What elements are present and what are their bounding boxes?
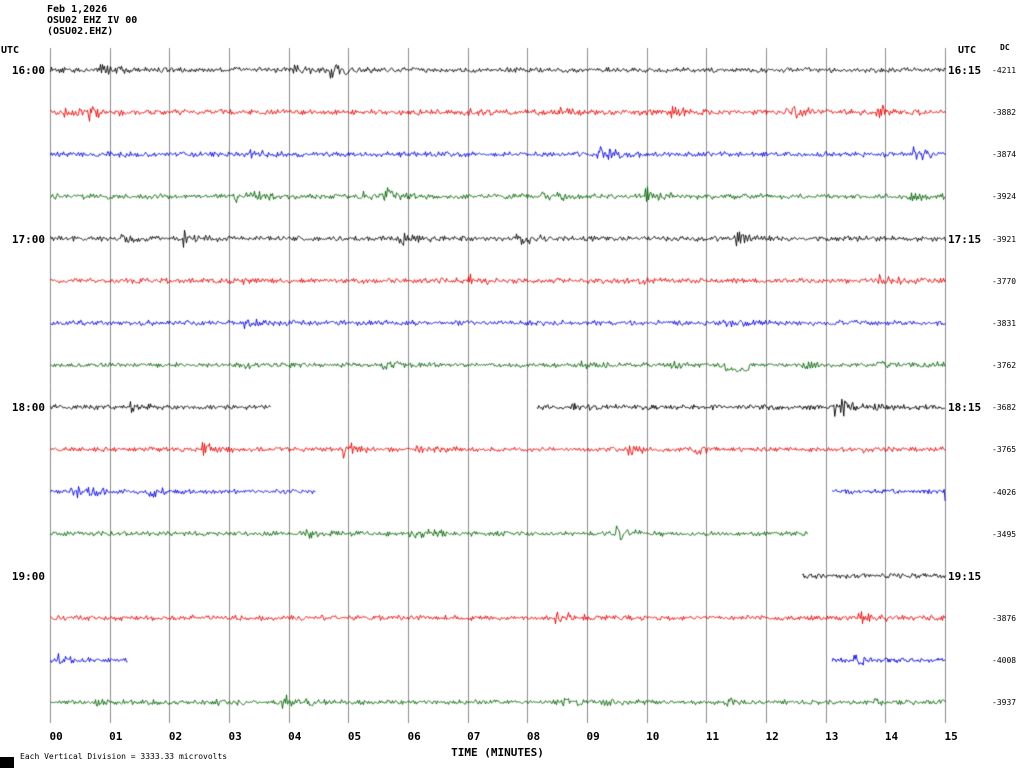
row-time-right: 18:15 xyxy=(948,401,982,415)
row-dc-value: -4211 xyxy=(992,66,1017,75)
row-time-left: 18:00 xyxy=(11,401,45,415)
x-tick-label: 04 xyxy=(288,730,302,743)
x-tick-label: 03 xyxy=(228,730,242,743)
row-time-left: 19:00 xyxy=(11,569,45,583)
x-tick-label: 10 xyxy=(646,730,660,743)
x-tick-label: 15 xyxy=(944,730,958,743)
x-tick-label: 00 xyxy=(49,730,63,743)
utc-label-right: UTC xyxy=(958,45,977,56)
row-dc-value: -3762 xyxy=(992,361,1017,371)
x-tick-label: 08 xyxy=(526,730,541,743)
row-dc-value: -3876 xyxy=(992,613,1017,623)
corner-mark xyxy=(0,757,14,768)
x-tick-label: 09 xyxy=(586,730,600,743)
x-tick-label: 01 xyxy=(109,730,123,743)
row-time-right: 16:15 xyxy=(948,64,982,77)
row-time-right: 19:15 xyxy=(948,569,982,583)
row-dc-value: -3831 xyxy=(992,318,1017,328)
x-tick-label: 07 xyxy=(467,730,481,743)
row-dc-value: -3874 xyxy=(992,150,1017,160)
x-tick-label: 12 xyxy=(765,730,779,743)
row-dc-value: -3937 xyxy=(992,698,1017,708)
x-tick-label: 06 xyxy=(407,730,421,743)
x-axis-title: TIME (MINUTES) xyxy=(451,746,544,759)
row-dc-value: -3682 xyxy=(992,403,1017,413)
x-tick-label: 13 xyxy=(825,730,839,743)
row-dc-value: -3770 xyxy=(992,276,1017,286)
row-dc-value: -4026 xyxy=(992,487,1017,497)
header-station: OSU02 EHZ IV 00 xyxy=(47,15,138,26)
dc-column-label: DC xyxy=(1000,43,1010,52)
row-time-left: 16:00 xyxy=(11,64,45,77)
x-tick-label: 02 xyxy=(168,730,183,743)
row-dc-value: -3495 xyxy=(992,529,1017,539)
x-tick-label: 11 xyxy=(705,730,720,743)
header-channel: (OSU02.EHZ) xyxy=(47,26,114,37)
row-time-left: 17:00 xyxy=(11,232,45,246)
row-dc-value: -3921 xyxy=(992,234,1017,244)
utc-label-left: UTC xyxy=(1,45,20,56)
x-tick-label: 05 xyxy=(347,730,362,743)
scale-footnote: Each Vertical Division = 3333.33 microvo… xyxy=(20,752,228,761)
row-dc-value: -3882 xyxy=(992,108,1017,118)
row-time-right: 17:15 xyxy=(948,232,982,246)
row-dc-value: -3924 xyxy=(992,192,1017,202)
x-tick-label: 14 xyxy=(884,730,899,743)
header-date: Feb 1,2026 xyxy=(47,4,108,15)
row-dc-value: -4008 xyxy=(992,656,1017,666)
row-dc-value: -3765 xyxy=(992,445,1017,455)
